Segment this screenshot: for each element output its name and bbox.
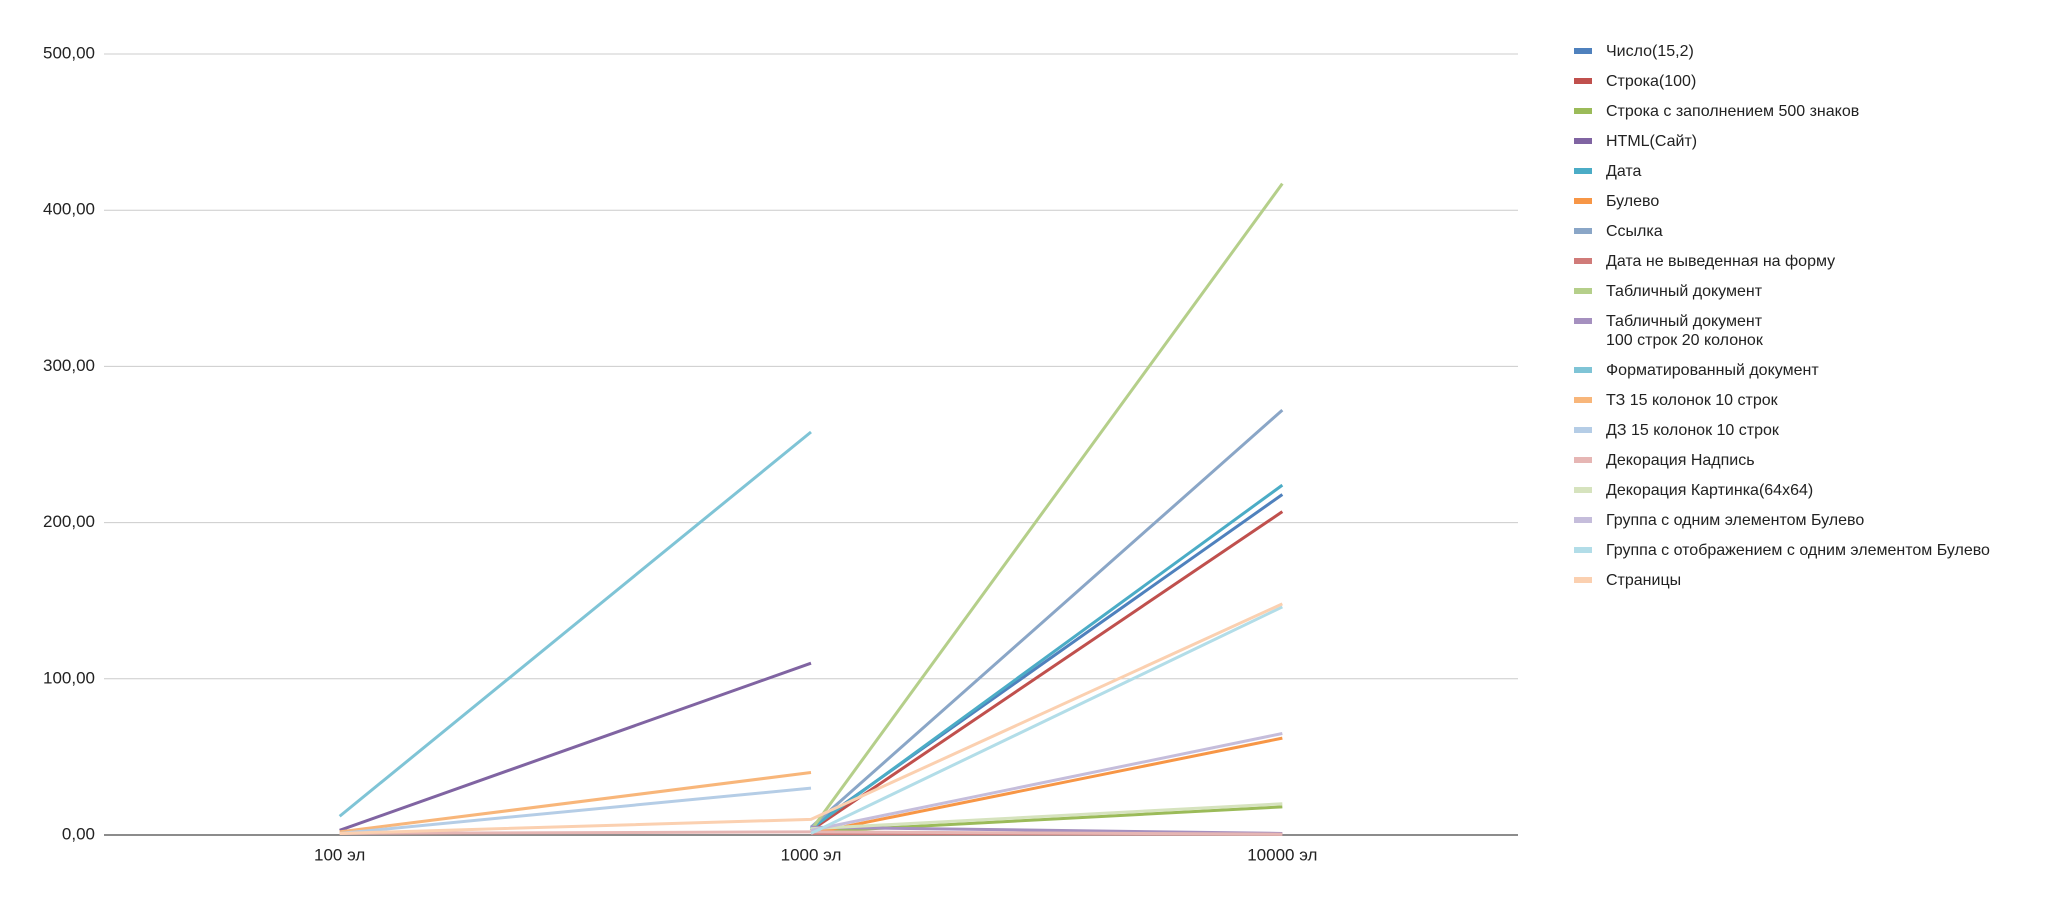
legend-item: Группа с отображением с одним элементом … bbox=[1574, 541, 1990, 560]
y-tick-label: 400,00 bbox=[43, 200, 95, 219]
legend-swatch bbox=[1574, 168, 1592, 174]
legend-label: HTML(Сайт) bbox=[1606, 133, 1698, 150]
series-line bbox=[810, 510, 1284, 832]
legend-swatch bbox=[1574, 228, 1592, 234]
legend-swatch bbox=[1574, 198, 1592, 204]
chart: 0,00 100,00 200,00 300,00 400,00 500,00 100 эл… bbox=[43, 43, 1518, 864]
legend-label: Декорация Картинка(64x64) bbox=[1606, 482, 1814, 499]
y-tick-label: 300,00 bbox=[43, 356, 95, 375]
legend-label: Число(15,2) bbox=[1606, 43, 1694, 60]
series-line bbox=[810, 736, 1283, 835]
legend-label: Декорация Надпись bbox=[1606, 452, 1755, 469]
legend-item: Декорация Картинка(64x64) bbox=[1574, 481, 1990, 500]
y-tick-label: 200,00 bbox=[43, 512, 95, 531]
legend-item: Табличный документ 100 строк 20 колонок bbox=[1574, 312, 1990, 350]
legend-label: Группа с одним элементом Булево bbox=[1606, 512, 1865, 529]
legend-swatch bbox=[1574, 367, 1592, 373]
legend-label: Дата не выведенная на форму bbox=[1606, 253, 1836, 270]
legend-item: Число(15,2) bbox=[1574, 42, 1990, 61]
legend-swatch bbox=[1574, 288, 1592, 294]
legend-item: Ссылка bbox=[1574, 222, 1990, 241]
series-line bbox=[810, 409, 1284, 829]
legend-item: HTML(Сайт) bbox=[1574, 132, 1990, 151]
y-tick-label: 500,00 bbox=[43, 43, 95, 62]
legend-item: Булево bbox=[1574, 192, 1990, 211]
series-line bbox=[810, 802, 1283, 831]
legend-item: Строка(100) bbox=[1574, 72, 1990, 91]
legend-swatch bbox=[1574, 487, 1592, 493]
x-tick-label: 1000 эл bbox=[781, 845, 842, 864]
legend-swatch bbox=[1574, 48, 1592, 54]
legend-swatch bbox=[1574, 547, 1592, 553]
legend-label: Строка(100) bbox=[1606, 73, 1697, 90]
legend-label: ТЗ 15 колонок 10 строк bbox=[1606, 392, 1778, 409]
legend-label: Табличный документ bbox=[1606, 283, 1763, 300]
legend-swatch bbox=[1574, 138, 1592, 144]
legend-label: Табличный документ 100 строк 20 колонок bbox=[1606, 313, 1763, 349]
legend-swatch bbox=[1574, 577, 1592, 583]
legend-swatch bbox=[1574, 78, 1592, 84]
legend-label: Дата bbox=[1606, 163, 1642, 180]
legend-swatch bbox=[1574, 427, 1592, 433]
legend-label: Группа с отображением с одним элементом … bbox=[1606, 542, 1990, 559]
legend-swatch bbox=[1574, 108, 1592, 114]
legend-item: ТЗ 15 колонок 10 строк bbox=[1574, 391, 1990, 410]
series-line bbox=[339, 786, 812, 835]
legend-label: Форматированный документ bbox=[1606, 362, 1819, 379]
legend-item: Страницы bbox=[1574, 571, 1990, 590]
x-tick-label: 10000 эл bbox=[1247, 845, 1317, 864]
legend-label: Ссылка bbox=[1606, 223, 1663, 240]
series-line bbox=[810, 732, 1283, 832]
legend-swatch bbox=[1574, 397, 1592, 403]
y-tick-label: 0,00 bbox=[62, 824, 95, 843]
legend-item: Табличный документ bbox=[1574, 282, 1990, 301]
x-tick-label: 100 эл bbox=[314, 845, 365, 864]
series-line bbox=[810, 483, 1284, 830]
series-line bbox=[339, 602, 1283, 835]
legend-item: Декорация Надпись bbox=[1574, 451, 1990, 470]
legend-item: Дата bbox=[1574, 162, 1990, 181]
legend-swatch bbox=[1574, 457, 1592, 463]
legend-swatch bbox=[1574, 517, 1592, 523]
y-tick-label: 100,00 bbox=[43, 668, 95, 687]
legend-item: Группа с одним элементом Булево bbox=[1574, 511, 1990, 530]
legend-label: ДЗ 15 колонок 10 строк bbox=[1606, 422, 1779, 439]
series-line bbox=[810, 605, 1283, 835]
legend-label: Страницы bbox=[1606, 572, 1682, 589]
legend-item: ДЗ 15 колонок 10 строк bbox=[1574, 421, 1990, 440]
series-line bbox=[338, 430, 812, 818]
legend-item: Строка с заполнением 500 знаков bbox=[1574, 102, 1990, 121]
legend-item: Форматированный документ bbox=[1574, 361, 1990, 380]
legend-label: Строка с заполнением 500 знаков bbox=[1606, 103, 1860, 120]
legend-swatch bbox=[1574, 258, 1592, 264]
series-line bbox=[339, 661, 812, 832]
legend-item: Дата не выведенная на форму bbox=[1574, 252, 1990, 271]
series-line bbox=[809, 182, 1284, 832]
series-line bbox=[339, 771, 812, 834]
legend: Число(15,2) Строка(100) Строка с заполнени… bbox=[1574, 42, 1990, 590]
legend-swatch bbox=[1574, 318, 1592, 324]
legend-label: Булево bbox=[1606, 193, 1660, 210]
